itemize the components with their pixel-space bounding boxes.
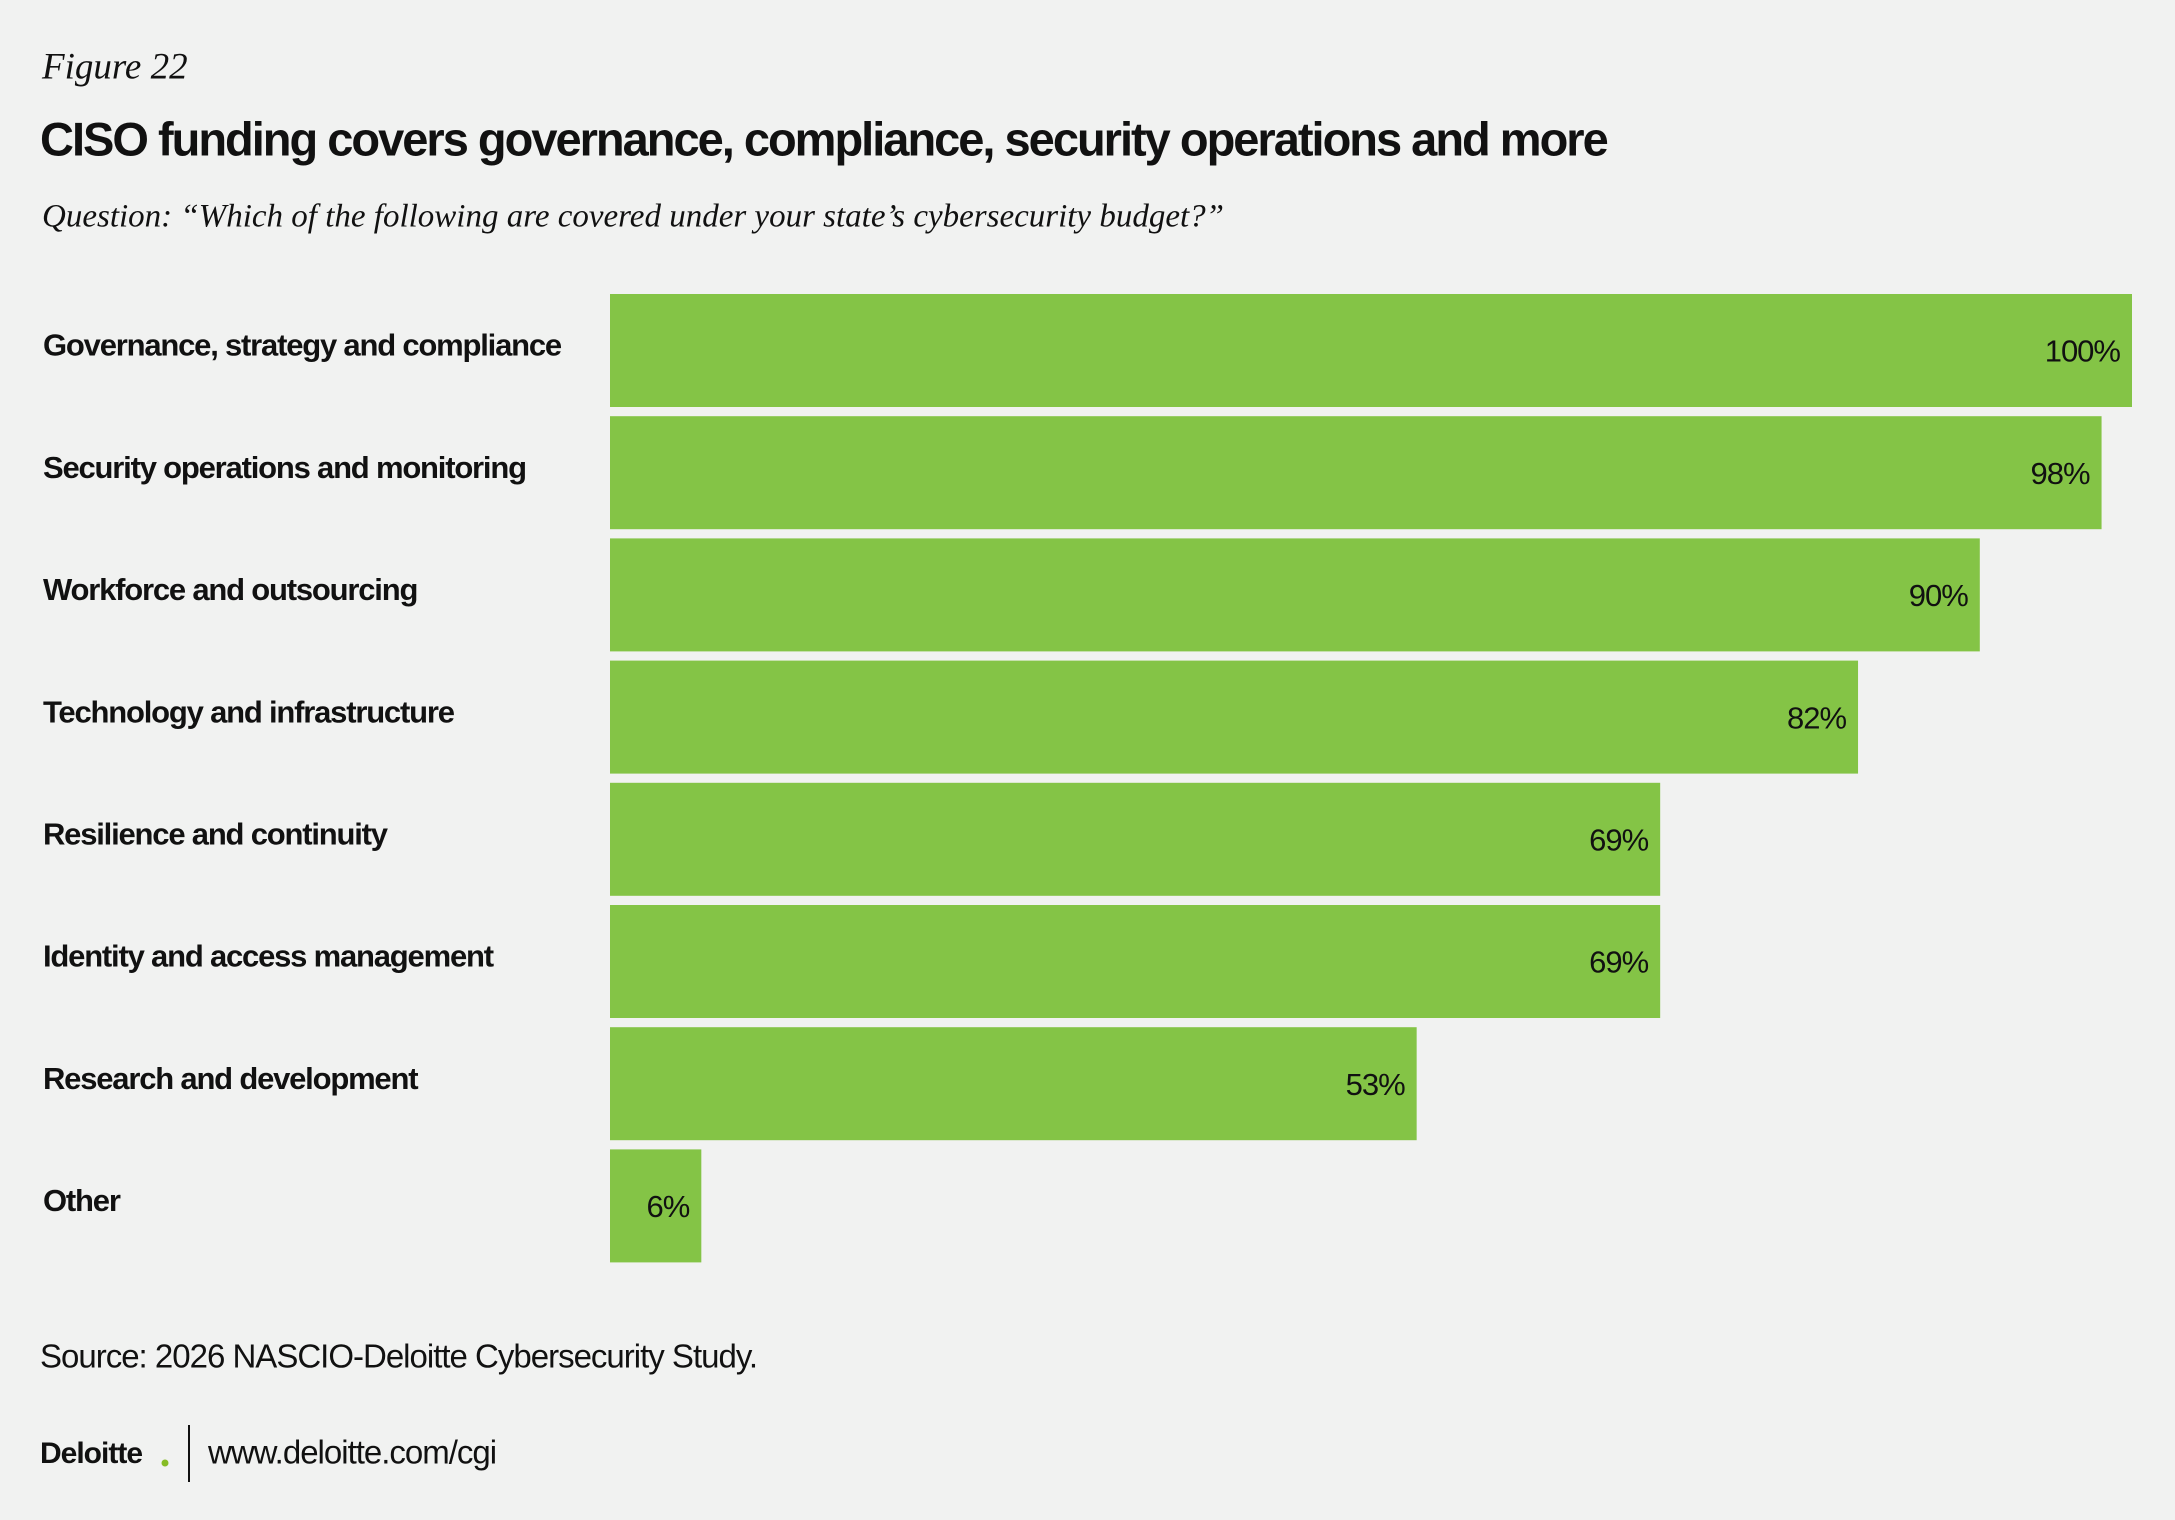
value-label: 82% <box>1787 700 1846 735</box>
value-label: 69% <box>1589 822 1648 857</box>
bar <box>610 782 1661 896</box>
category-label: Workforce and outsourcing <box>43 572 417 607</box>
category-label: Research and development <box>43 1061 418 1096</box>
bar <box>610 1149 702 1263</box>
brand-dot <box>161 1459 169 1467</box>
value-label: 98% <box>2031 456 2090 491</box>
value-label: 69% <box>1589 945 1648 980</box>
category-label: Security operations and monitoring <box>43 450 526 485</box>
value-label: 6% <box>647 1189 690 1224</box>
category-label: Resilience and continuity <box>43 816 389 851</box>
value-label: 90% <box>1909 578 1968 613</box>
chart-title: CISO funding covers governance, complian… <box>40 112 1608 165</box>
category-label: Other <box>43 1183 121 1218</box>
url: www.deloitte.com/cgi <box>207 1434 496 1471</box>
bar <box>610 294 2132 407</box>
bar <box>610 416 2102 530</box>
figure-label: Figure 22 <box>41 46 188 87</box>
source: Source: 2026 NASCIO-Deloitte Cybersecuri… <box>40 1338 757 1375</box>
category-label: Technology and infrastructure <box>43 694 455 729</box>
brand: Deloitte <box>40 1437 142 1470</box>
category-label: Governance, strategy and compliance <box>43 328 562 363</box>
plot: Governance, strategy and compliance 100% S… <box>43 294 2132 1263</box>
value-label: 100% <box>2045 334 2121 369</box>
bar <box>610 905 1661 1018</box>
category-label: Identity and access management <box>43 939 494 974</box>
bar <box>610 538 1980 652</box>
bar <box>610 660 1859 774</box>
chart-subtitle: Question: “Which of the following are co… <box>42 199 1224 235</box>
bar <box>610 1027 1417 1141</box>
value-label: 53% <box>1346 1067 1405 1102</box>
